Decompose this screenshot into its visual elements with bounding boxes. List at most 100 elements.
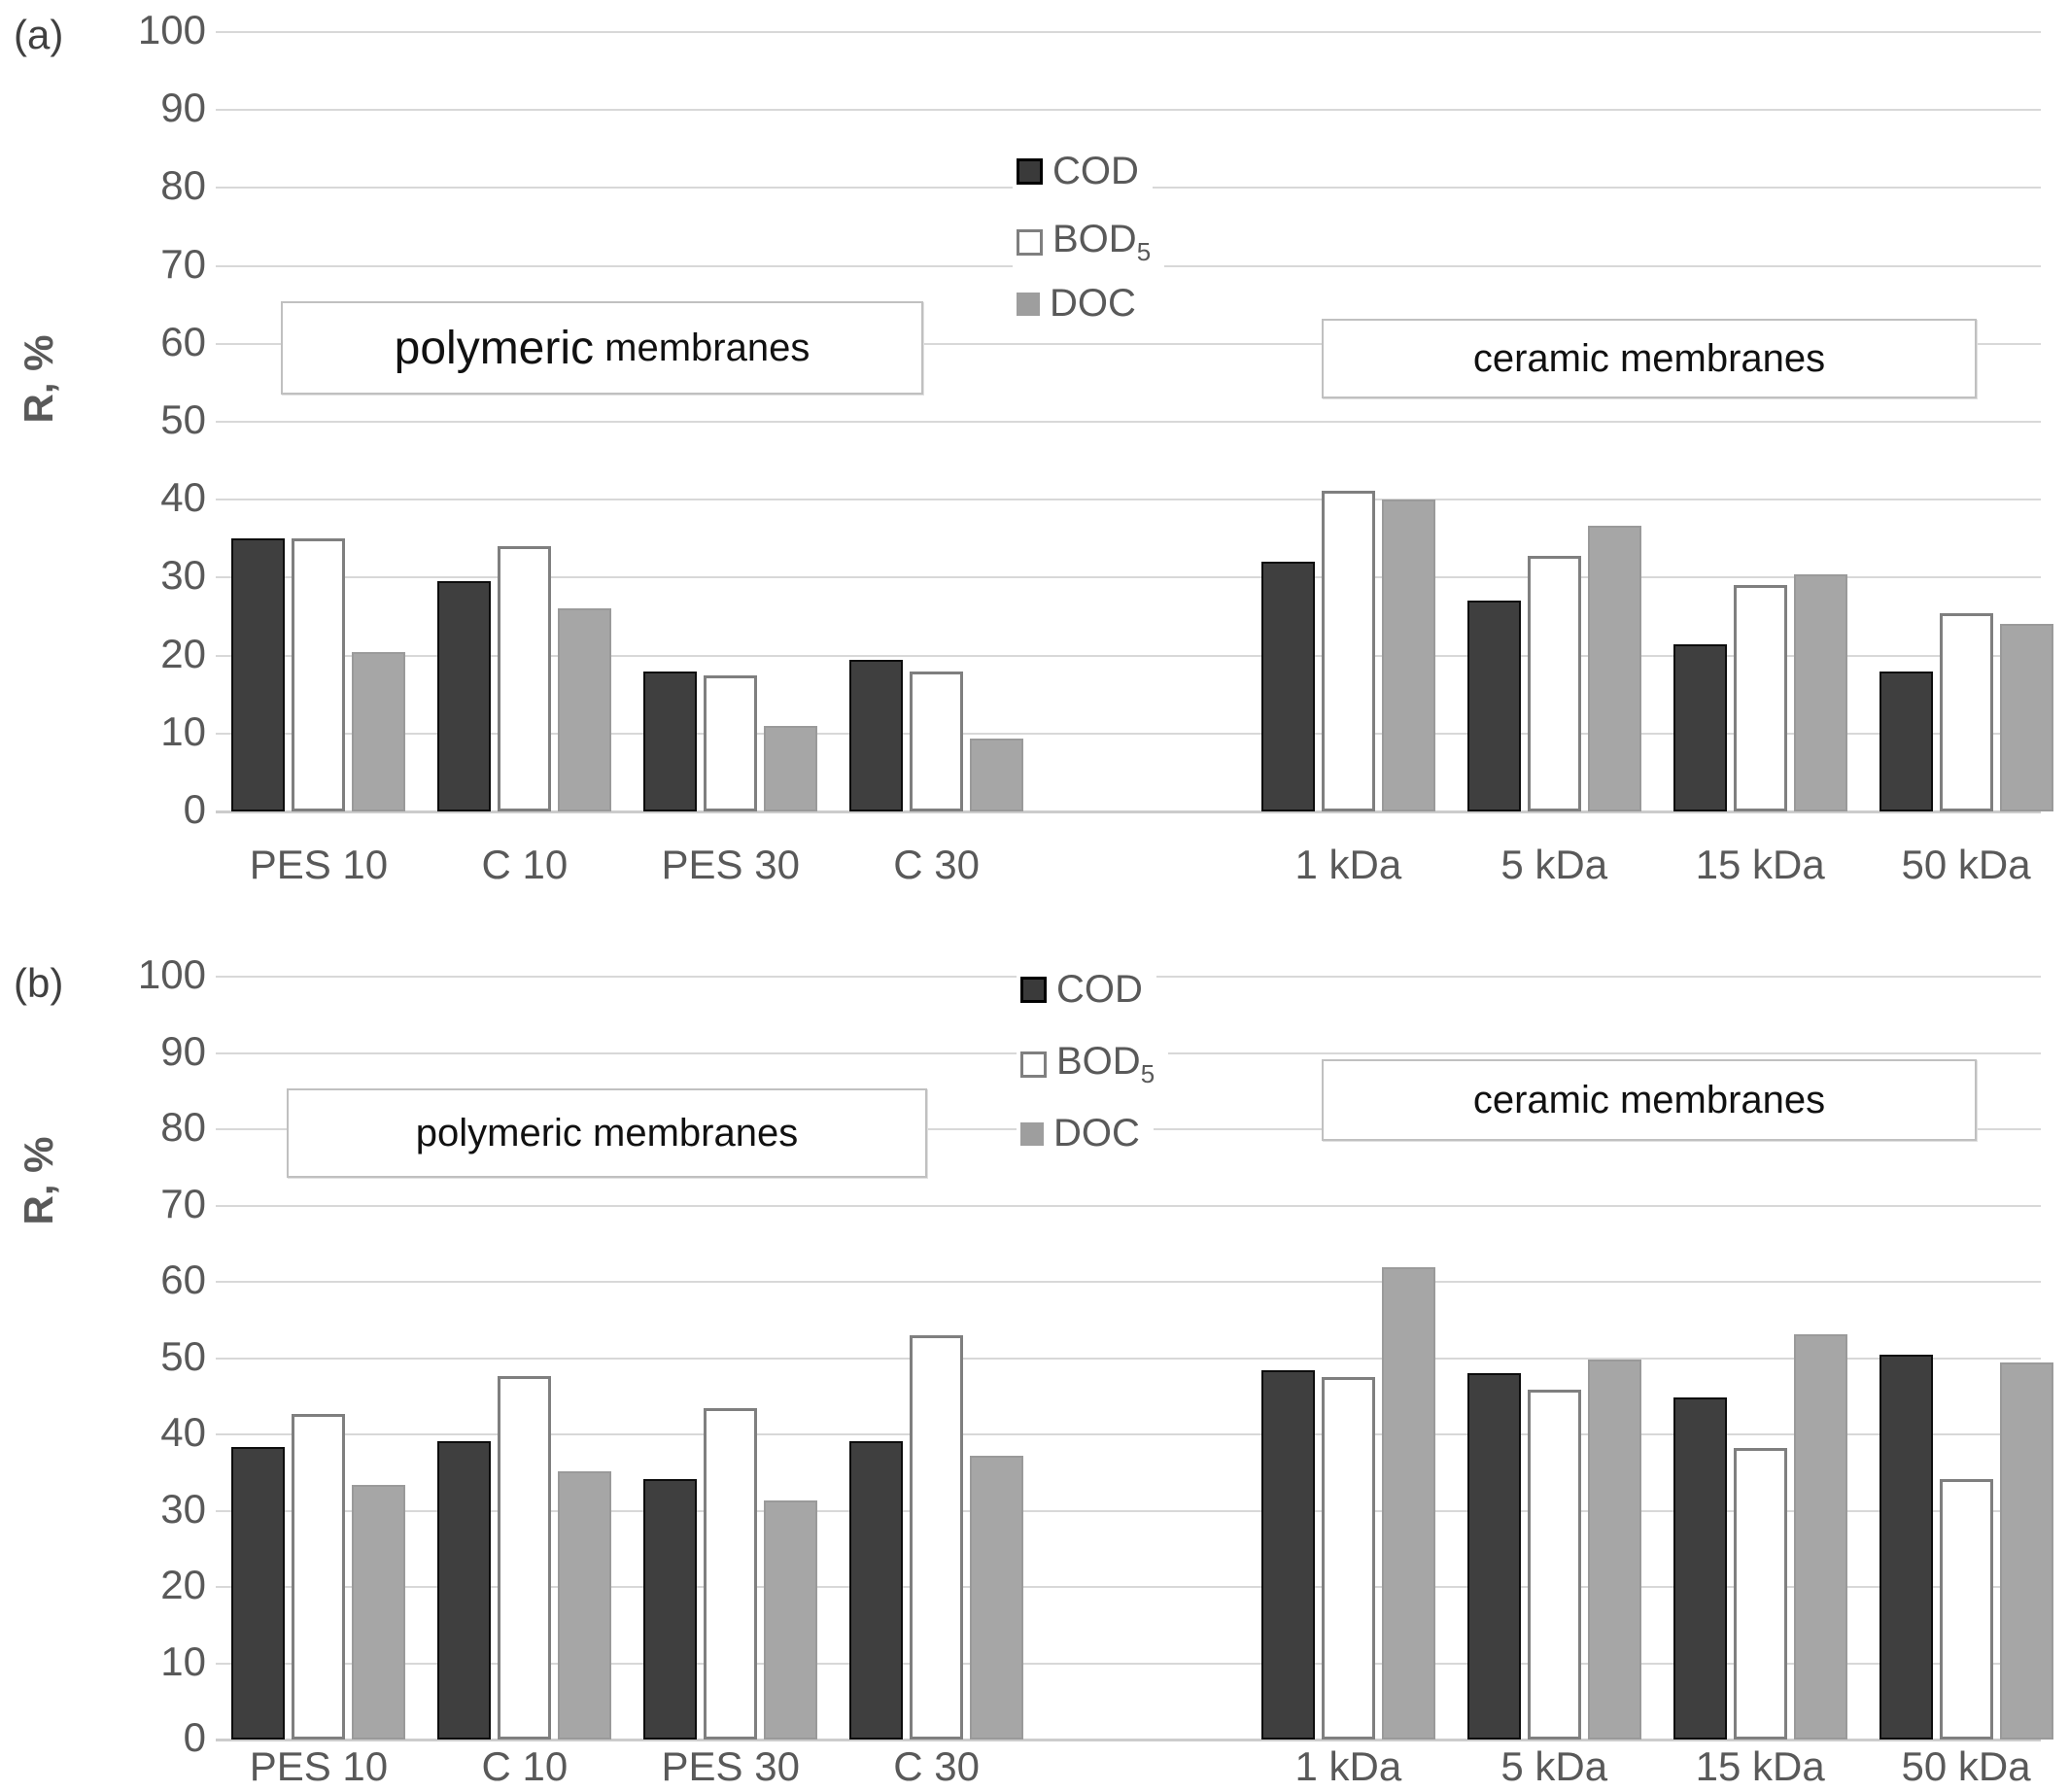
y-tick-label: 90 bbox=[160, 85, 206, 131]
legend-label: BOD5 bbox=[1052, 218, 1152, 266]
y-tick-label: 100 bbox=[137, 951, 206, 997]
y-tick-label: 60 bbox=[160, 318, 206, 364]
gridline bbox=[216, 1586, 2041, 1588]
bar-doc-pes30 bbox=[764, 1499, 818, 1740]
legend-swatch-icon bbox=[1020, 1121, 1044, 1146]
x-category-label: 1 kDa bbox=[1294, 842, 1402, 887]
y-tick-label: 40 bbox=[160, 474, 206, 521]
x-category-label: C 30 bbox=[893, 1743, 980, 1789]
bar-doc-1kda bbox=[1381, 1267, 1435, 1740]
y-tick-label: 20 bbox=[160, 1562, 206, 1607]
y-tick-label: 90 bbox=[160, 1027, 206, 1074]
bar-cod-c10 bbox=[437, 1441, 492, 1740]
bar-bod5-5kda bbox=[1527, 1390, 1581, 1740]
legend-label: DOC bbox=[1050, 282, 1136, 325]
bar-cod-50kda bbox=[1879, 1354, 1933, 1740]
legend-swatch-icon bbox=[1017, 292, 1040, 316]
gridline bbox=[216, 1433, 2041, 1435]
x-category-label: C 10 bbox=[481, 1743, 569, 1789]
bar-doc-c30 bbox=[970, 1455, 1024, 1740]
legend-item-bod5: BOD5 bbox=[1017, 1036, 1169, 1093]
gridline bbox=[216, 109, 2041, 112]
gridline bbox=[216, 499, 2041, 501]
legend-label: COD bbox=[1052, 150, 1139, 192]
bar-bod5-pes30 bbox=[704, 1407, 758, 1740]
bar-bod5-c10 bbox=[498, 546, 552, 811]
y-tick-label: 10 bbox=[160, 707, 206, 754]
x-category-label: 50 kDa bbox=[1901, 1743, 2031, 1789]
bar-bod5-50kda bbox=[1939, 1479, 1993, 1740]
panel-label: (a) bbox=[14, 12, 64, 57]
legend-item-bod5: BOD5 bbox=[1013, 214, 1165, 271]
bar-cod-15kda bbox=[1672, 1397, 1727, 1740]
gridline bbox=[216, 1204, 2041, 1207]
gridline bbox=[216, 1509, 2041, 1512]
annotation-text: ceramic membranes bbox=[1472, 336, 1826, 380]
bar-doc-15kda bbox=[1793, 574, 1847, 811]
gridline bbox=[216, 31, 2041, 33]
bar-cod-5kda bbox=[1466, 601, 1521, 811]
bar-cod-pes10 bbox=[231, 1447, 286, 1740]
x-category-label: 1 kDa bbox=[1294, 1743, 1402, 1789]
legend-label: BOD5 bbox=[1056, 1040, 1155, 1088]
gridline bbox=[216, 1662, 2041, 1665]
legend-swatch-icon bbox=[1017, 229, 1043, 256]
gridline bbox=[216, 576, 2041, 579]
bar-doc-15kda bbox=[1793, 1334, 1847, 1740]
bar-cod-5kda bbox=[1466, 1373, 1521, 1740]
y-tick-label: 30 bbox=[160, 1485, 206, 1532]
y-tick-label: 80 bbox=[160, 162, 206, 209]
bar-bod5-15kda bbox=[1733, 1448, 1787, 1740]
legend-label: DOC bbox=[1053, 1112, 1140, 1154]
x-category-label: 5 kDa bbox=[1500, 842, 1608, 887]
x-category-label: PES 10 bbox=[249, 842, 389, 887]
y-tick-label: 20 bbox=[160, 630, 206, 676]
x-category-label: 15 kDa bbox=[1695, 1743, 1825, 1789]
x-axis-line bbox=[216, 1739, 2041, 1741]
membrane-group-annotation: ceramic membranes bbox=[1322, 319, 1977, 398]
x-category-label: C 30 bbox=[893, 842, 980, 887]
gridline bbox=[216, 421, 2041, 423]
gridline bbox=[216, 342, 2041, 345]
bar-bod5-c30 bbox=[910, 671, 964, 811]
bar-bod5-15kda bbox=[1733, 585, 1787, 811]
x-category-label: PES 30 bbox=[661, 842, 800, 887]
membrane-group-annotation: polymeric membranes bbox=[281, 301, 923, 395]
gridline bbox=[216, 1357, 2041, 1360]
bar-doc-5kda bbox=[1587, 1360, 1641, 1740]
legend-item-cod: COD bbox=[1013, 146, 1153, 197]
bar-cod-pes30 bbox=[643, 1479, 698, 1740]
bar-doc-c30 bbox=[970, 739, 1024, 811]
y-tick-label: 10 bbox=[160, 1637, 206, 1684]
legend-swatch-icon bbox=[1020, 1051, 1047, 1078]
x-category-label: PES 30 bbox=[661, 1743, 800, 1789]
annotation-emphasis-text: polymeric bbox=[394, 322, 595, 374]
bar-cod-c30 bbox=[849, 659, 904, 811]
bar-bod5-50kda bbox=[1939, 613, 1993, 811]
bar-bod5-pes10 bbox=[292, 1413, 346, 1740]
bar-doc-5kda bbox=[1587, 526, 1641, 811]
bar-cod-1kda bbox=[1260, 562, 1315, 811]
legend-swatch-icon bbox=[1020, 977, 1047, 1003]
bar-cod-pes30 bbox=[643, 671, 698, 811]
bar-doc-pes10 bbox=[352, 1484, 406, 1740]
legend-item-cod: COD bbox=[1017, 964, 1156, 1016]
y-tick-label: 30 bbox=[160, 552, 206, 599]
bar-bod5-5kda bbox=[1527, 555, 1581, 811]
bar-bod5-1kda bbox=[1321, 490, 1375, 811]
x-category-label: 50 kDa bbox=[1901, 842, 2031, 887]
annotation-text: ceramic membranes bbox=[1472, 1078, 1826, 1121]
legend-label: COD bbox=[1056, 968, 1143, 1011]
x-category-label: C 10 bbox=[481, 842, 569, 887]
x-axis-line bbox=[216, 810, 2041, 813]
bar-doc-pes30 bbox=[764, 725, 818, 811]
bar-cod-c10 bbox=[437, 581, 492, 811]
bar-cod-pes10 bbox=[231, 538, 286, 811]
bar-doc-c10 bbox=[558, 608, 612, 811]
gridline bbox=[216, 1281, 2041, 1283]
legend-item-doc: DOC bbox=[1013, 278, 1150, 329]
bar-bod5-pes10 bbox=[292, 538, 346, 811]
bar-doc-50kda bbox=[1999, 623, 2053, 811]
membrane-group-annotation: polymeric membranes bbox=[287, 1088, 927, 1178]
